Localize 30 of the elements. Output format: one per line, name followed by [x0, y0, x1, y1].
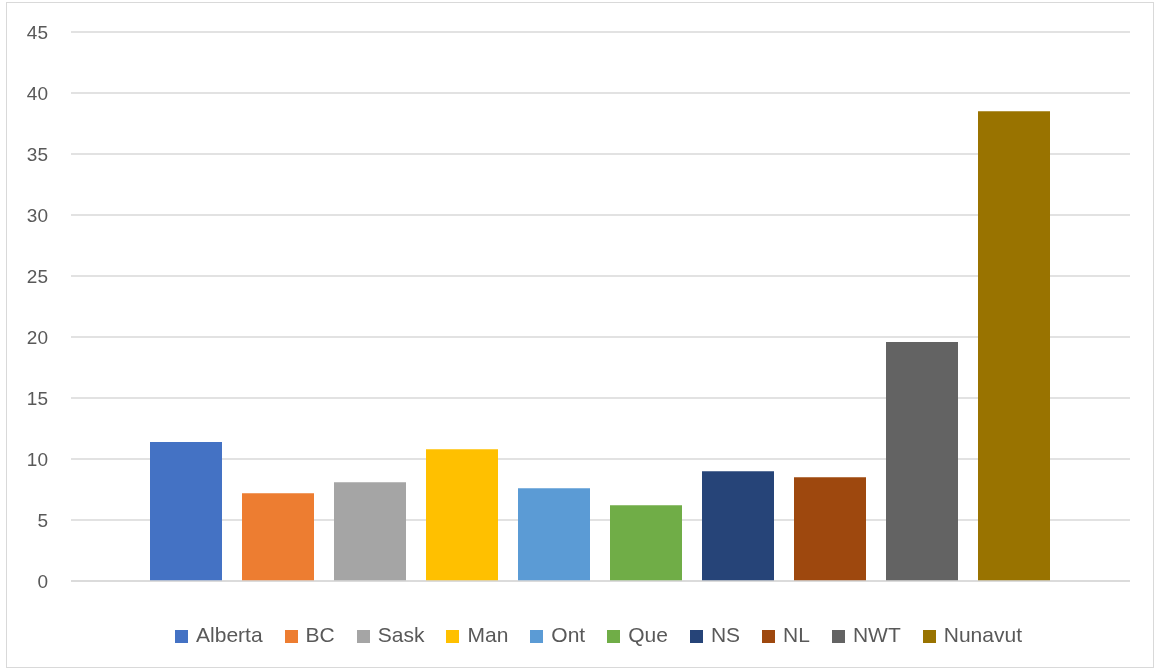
- bar: [334, 482, 406, 581]
- legend-label: Man: [467, 623, 509, 646]
- bar: [426, 449, 498, 581]
- bar: [978, 111, 1050, 581]
- legend-label: BC: [305, 623, 335, 646]
- legend-label: NL: [783, 623, 810, 646]
- bar: [150, 441, 222, 581]
- bar: [794, 477, 866, 581]
- y-tick-label: 25: [26, 265, 48, 287]
- y-tick-label: 10: [26, 448, 48, 470]
- y-tick-label: 5: [37, 509, 48, 531]
- y-tick-label: 0: [37, 570, 48, 592]
- legend-label: NWT: [852, 623, 901, 646]
- y-tick-label: 30: [26, 204, 48, 226]
- y-tick-label: 35: [26, 143, 48, 165]
- legend-label: NS: [710, 623, 741, 646]
- y-tick-label: 20: [26, 326, 48, 348]
- y-tick-label: 45: [26, 21, 48, 43]
- legend-label: Ont: [551, 623, 586, 646]
- y-tick-label: 15: [26, 387, 48, 409]
- bar: [610, 505, 682, 581]
- bar: [886, 341, 958, 581]
- bar: [518, 488, 590, 581]
- bar: [702, 471, 774, 581]
- legend-label: Nunavut: [943, 623, 1022, 646]
- legend-label: Que: [628, 623, 668, 646]
- bar: [242, 493, 314, 581]
- y-tick-label: 40: [26, 82, 48, 104]
- legend-label: Alberta: [196, 623, 263, 646]
- legend-label: Sask: [377, 623, 425, 646]
